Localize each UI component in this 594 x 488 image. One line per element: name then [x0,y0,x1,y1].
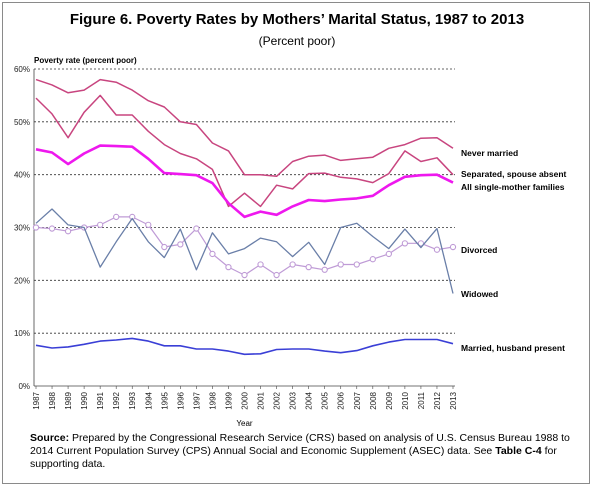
data-point-divorced [161,243,168,251]
x-tick-label: 2010 [401,391,410,409]
gridlines [34,68,455,334]
x-tick-label: 2011 [417,391,426,409]
y-tick-label: 10% [14,329,30,338]
data-point-divorced [177,241,184,248]
series-line-widowed [35,208,454,294]
data-point-divorced [225,263,232,271]
x-tick-label: 2005 [321,391,330,409]
x-tick-label: 1992 [112,391,121,409]
y-tick-label: 50% [14,118,30,127]
x-tick-label: 1993 [128,391,137,409]
x-tick-label: 2013 [449,391,458,409]
x-axis-title: Year [236,419,253,428]
data-point-divorced [321,266,328,273]
x-tick-label: 2009 [385,391,394,409]
x-tick-label: 1994 [144,391,153,409]
series-label-married-husband-present: Married, husband present [461,343,565,353]
data-point-divorced [257,261,264,268]
data-point-divorced [113,213,120,221]
x-tick-label: 1991 [96,391,105,409]
series-label-all-single-mother-families: All single-mother families [461,182,565,192]
y-tick-label: 60% [14,65,30,74]
data-point-divorced [48,225,56,232]
data-point-divorced [385,250,392,258]
data-point-divorced [193,225,200,232]
series-line-married-husband-present [35,337,454,356]
x-tick-label: 2003 [289,391,298,409]
data-point-divorced [273,271,280,279]
series-line-all-single-mother-families [35,144,454,219]
x-tick-label: 2000 [241,391,250,409]
x-tick-label: 2002 [273,391,282,409]
series-label-divorced: Divorced [461,245,497,255]
series-line-separated-spouse-absent [35,94,454,208]
x-tick-label: 2008 [369,391,378,409]
series-labels: Never married Separated, spouse absent All… [461,148,567,353]
x-tick-label: 1997 [192,391,201,409]
x-tick-label: 2006 [337,391,346,409]
x-tick-label: 1987 [32,391,41,409]
x-tick-label: 1999 [224,391,233,409]
y-tick-label: 20% [14,276,30,285]
chart-title: Figure 6. Poverty Rates by Mothers’ Mari… [69,11,525,28]
y-tick-label: 0% [18,382,30,391]
source-text-end: for supporting data. [30,445,557,470]
data-point-divorced [353,261,360,268]
x-tick-label: 2012 [433,391,442,409]
x-tick-label: 2001 [257,391,266,409]
x-tick-label: 1995 [160,391,169,409]
line-chart: 0% 10% 20% 30% 40% 50% 60% Poverty rate (percen… [14,56,567,428]
data-point-divorced [32,224,40,231]
y-tick-label: 30% [14,224,30,233]
data-point-divorced [289,261,296,268]
y-axis-title: Poverty rate (percent poor) [34,56,137,65]
source-table-ref: Table C-4 [495,445,542,457]
x-tick-label: 2004 [305,391,314,409]
data-point-divorced [145,221,152,229]
x-tick-label: 2007 [353,391,362,409]
x-tick-label: 1988 [48,391,57,409]
source-note: Source: Prepared by the Congressional Re… [30,432,575,471]
data-point-divorced [64,228,72,235]
series-line-never-married [35,78,454,178]
source-text: Prepared by the Congressional Research S… [30,432,570,457]
data-point-divorced [401,240,409,247]
data-point-divorced [97,221,104,229]
data-point-divorced [337,261,344,268]
chart-subtitle: (Percent poor) [258,34,336,48]
data-point-divorced [433,246,441,253]
figure-frame [2,2,590,484]
y-tick-label: 40% [14,171,30,180]
series-label-never-married: Never married [461,148,518,158]
source-label: Source: [30,432,70,444]
data-point-divorced [241,271,248,279]
x-tick-label: 1990 [80,391,89,409]
x-tick-label: 1998 [208,391,217,409]
data-point-divorced [209,250,216,258]
data-point-divorced [305,263,312,271]
series-label-widowed: Widowed [461,289,498,299]
data-point-divorced [417,240,425,247]
series-label-separated-spouse-absent: Separated, spouse absent [461,169,567,179]
data-point-divorced [369,256,376,263]
data-point-divorced [449,243,457,251]
x-tick-label: 1996 [176,391,185,409]
series-lines [32,78,457,356]
x-tick-label: 1989 [64,391,73,409]
axes: 0% 10% 20% 30% 40% 50% 60% Poverty rate (percen… [14,56,458,428]
